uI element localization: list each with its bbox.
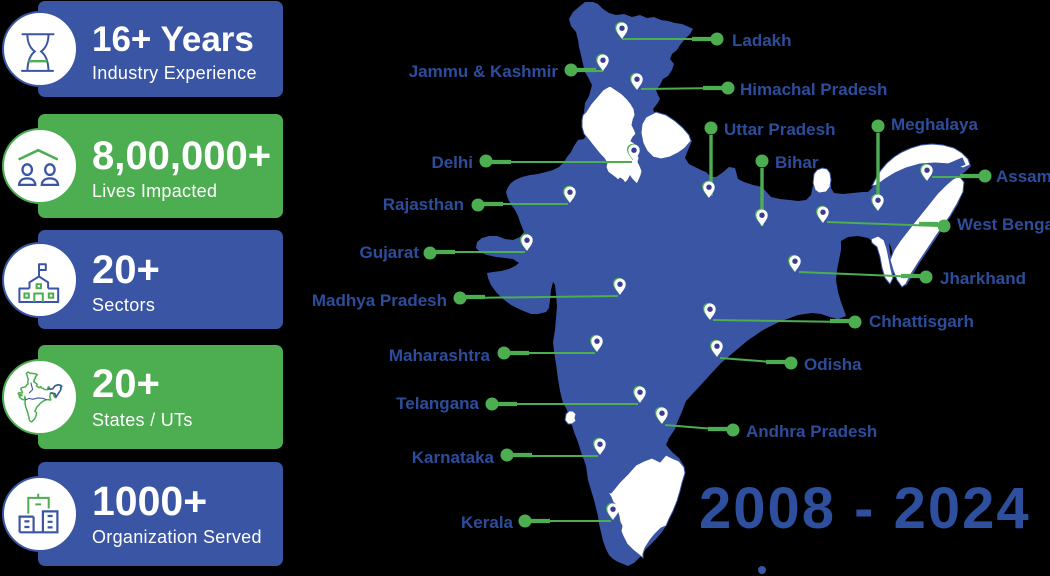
svg-text:Ladakh: Ladakh bbox=[732, 31, 792, 50]
svg-text:Madhya Pradesh: Madhya Pradesh bbox=[312, 291, 447, 310]
svg-text:Chhattisgarh: Chhattisgarh bbox=[869, 312, 974, 331]
svg-text:Bihar: Bihar bbox=[775, 153, 819, 172]
svg-text:Uttar Pradesh: Uttar Pradesh bbox=[724, 120, 835, 139]
svg-text:Jammu & Kashmir: Jammu & Kashmir bbox=[409, 62, 559, 81]
svg-text:West Bengal: West Bengal bbox=[957, 215, 1050, 234]
svg-text:Himachal Pradesh: Himachal Pradesh bbox=[740, 80, 887, 99]
svg-text:Assam: Assam bbox=[996, 167, 1050, 186]
svg-text:Telangana: Telangana bbox=[396, 394, 479, 413]
svg-text:Maharashtra: Maharashtra bbox=[389, 346, 491, 365]
svg-text:Meghalaya: Meghalaya bbox=[891, 115, 978, 134]
svg-text:Jharkhand: Jharkhand bbox=[940, 269, 1026, 288]
svg-text:Delhi: Delhi bbox=[431, 153, 473, 172]
svg-text:Kerala: Kerala bbox=[461, 513, 514, 532]
svg-text:Odisha: Odisha bbox=[804, 355, 862, 374]
svg-text:Karnataka: Karnataka bbox=[412, 448, 495, 467]
svg-text:Rajasthan: Rajasthan bbox=[383, 195, 464, 214]
svg-text:Andhra Pradesh: Andhra Pradesh bbox=[746, 422, 877, 441]
svg-text:Gujarat: Gujarat bbox=[359, 243, 419, 262]
